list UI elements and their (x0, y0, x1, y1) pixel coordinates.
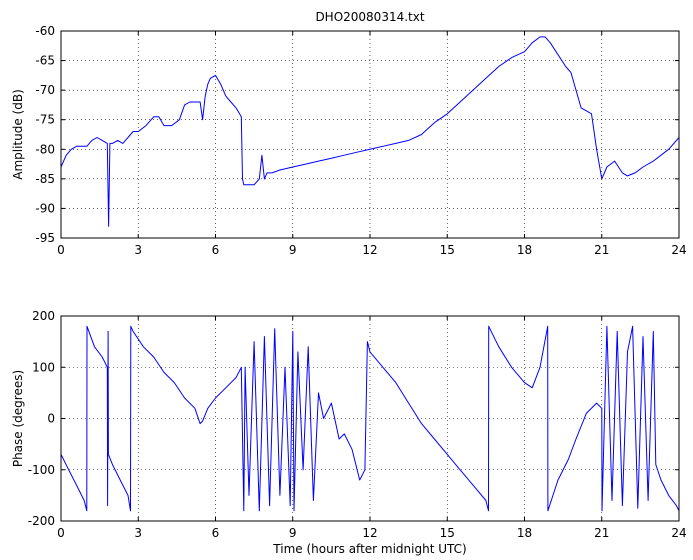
x-tick-label: 12 (362, 243, 377, 257)
y-tick-label: -75 (35, 113, 55, 127)
y-tick-label: 200 (32, 309, 55, 323)
x-tick-label: 21 (594, 526, 609, 540)
y-tick-label: -60 (35, 24, 55, 38)
phase-y-axis-label: Phase (degrees) (11, 370, 25, 467)
phase-series (60, 325, 680, 512)
x-tick-label: 15 (440, 243, 455, 257)
amplitude-series (60, 36, 680, 227)
x-tick-label: 3 (134, 243, 142, 257)
amplitude-plot: DHO20080314.txt 0 3 6 9 12 15 18 21 24 -60 -65 -70 -… (11, 10, 687, 257)
phase-ticks: 0 3 6 9 12 15 18 21 24 200 100 0 -100 -200 (28, 309, 687, 540)
amplitude-ticks: 0 3 6 9 12 15 18 21 24 -60 -65 -70 -75 -80 -85 -90 -95 (35, 24, 686, 257)
x-tick-label: 24 (671, 243, 686, 257)
chart-title: DHO20080314.txt (315, 10, 424, 24)
x-tick-label: 15 (440, 526, 455, 540)
y-tick-label: -65 (35, 54, 55, 68)
x-tick-label: 0 (57, 526, 65, 540)
x-tick-label: 12 (362, 526, 377, 540)
amplitude-y-axis-label: Amplitude (dB) (11, 89, 25, 180)
series-line (60, 36, 680, 227)
x-tick-label: 6 (212, 243, 220, 257)
phase-plot: 0 3 6 9 12 15 18 21 24 200 100 0 -100 -200 Phase (deg… (11, 309, 687, 556)
y-tick-label: -200 (28, 514, 55, 528)
y-tick-label: -100 (28, 463, 55, 477)
x-tick-label: 18 (517, 526, 532, 540)
x-tick-label: 21 (594, 243, 609, 257)
y-tick-label: -70 (35, 83, 55, 97)
x-tick-label: 6 (212, 526, 220, 540)
y-tick-label: -90 (35, 201, 55, 215)
y-tick-label: -80 (35, 142, 55, 156)
phase-grid (61, 316, 679, 521)
x-tick-label: 9 (289, 243, 297, 257)
y-tick-label: -85 (35, 172, 55, 186)
time-x-axis-label: Time (hours after midnight UTC) (272, 542, 466, 556)
y-tick-label: 100 (32, 360, 55, 374)
x-tick-label: 18 (517, 243, 532, 257)
x-tick-label: 3 (134, 526, 142, 540)
y-tick-label: -95 (35, 231, 55, 245)
x-tick-label: 0 (57, 243, 65, 257)
x-tick-label: 24 (671, 526, 686, 540)
y-tick-label: 0 (47, 412, 55, 426)
series-line (60, 325, 680, 512)
x-tick-label: 9 (289, 526, 297, 540)
